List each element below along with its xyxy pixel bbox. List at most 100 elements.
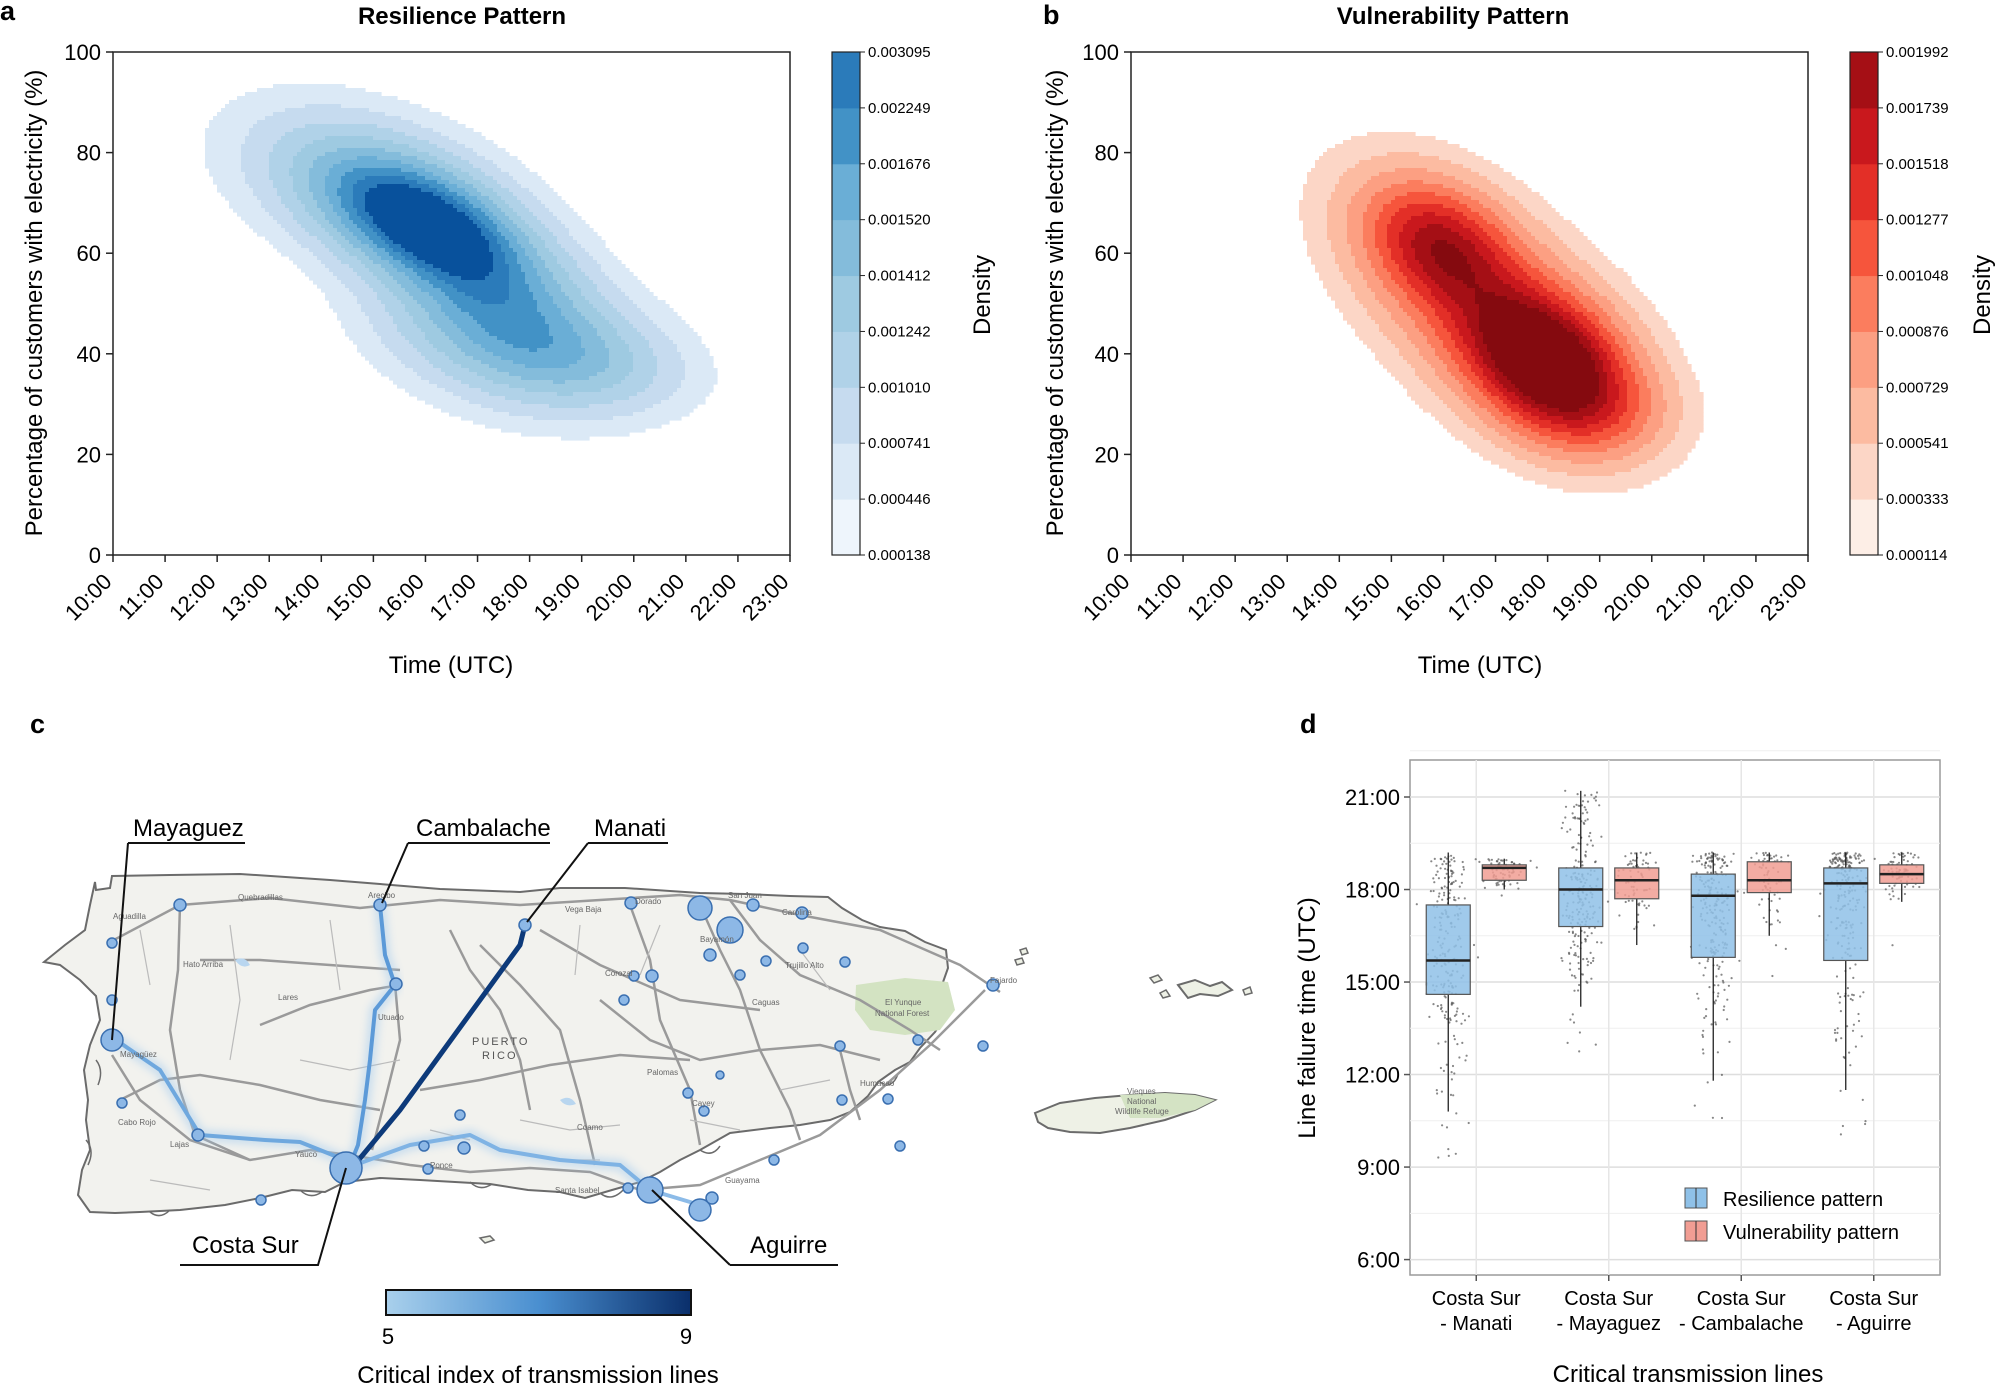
density-cell — [645, 336, 670, 341]
density-cell — [481, 300, 506, 305]
colorbar-tick-label: 0.001412 — [868, 268, 931, 285]
density-cell — [529, 256, 542, 261]
density-cell — [365, 208, 458, 213]
density-cell — [437, 300, 454, 305]
density-cell — [1403, 384, 1428, 389]
density-cell — [1579, 320, 1592, 325]
jitter-point — [1722, 981, 1725, 984]
density-cell — [1623, 352, 1636, 357]
density-cell — [205, 140, 246, 145]
density-cell — [1339, 264, 1356, 269]
density-cell — [1363, 224, 1376, 229]
density-cell — [1591, 356, 1600, 361]
density-cell — [1355, 256, 1368, 261]
density-cell — [397, 324, 418, 329]
density-cell — [245, 220, 278, 225]
density-cell — [541, 200, 566, 205]
density-cell — [1479, 304, 1528, 309]
jitter-point — [1589, 831, 1592, 835]
density-cell — [1467, 376, 1480, 381]
density-cell — [341, 320, 370, 325]
density-cell — [1603, 368, 1612, 373]
density-cell — [1583, 416, 1608, 421]
jitter-point — [1770, 899, 1773, 903]
density-cell — [417, 348, 438, 353]
density-cell — [633, 412, 690, 417]
density-cell — [1511, 256, 1524, 261]
density-cell — [329, 300, 358, 305]
density-cell — [1607, 384, 1620, 389]
density-cell — [1423, 280, 1436, 285]
density-cell — [601, 336, 622, 341]
jitter-point — [1460, 873, 1463, 876]
density-cell — [1363, 216, 1380, 221]
density-cell — [1575, 296, 1592, 301]
density-cell — [1563, 324, 1576, 329]
density-cell — [517, 180, 546, 185]
density-cell — [325, 152, 402, 157]
density-cell — [309, 172, 330, 177]
density-cell — [373, 272, 390, 277]
density-cell — [1567, 328, 1580, 333]
density-cell — [1539, 408, 1560, 413]
density-cell — [585, 348, 610, 353]
density-cell — [577, 260, 598, 265]
density-cell — [297, 220, 318, 225]
density-cell — [1579, 288, 1596, 293]
density-cell — [1439, 396, 1460, 401]
density-cell — [1627, 384, 1640, 389]
jitter-point — [1529, 859, 1532, 863]
density-cell — [1387, 244, 1400, 249]
density-cell — [405, 256, 418, 261]
density-cell — [1611, 424, 1632, 429]
density-cell — [621, 380, 654, 385]
jitter-point — [1586, 811, 1589, 814]
jitter-point — [1835, 853, 1838, 856]
density-cell — [625, 340, 650, 345]
density-cell — [493, 408, 646, 413]
jitter-point — [1884, 888, 1887, 891]
colorbar-segment — [832, 387, 860, 444]
density-cell — [1639, 316, 1664, 321]
density-cell — [1363, 184, 1392, 189]
density-cell — [1535, 252, 1556, 257]
density-cell — [1355, 164, 1464, 169]
density-cell — [1651, 388, 1664, 393]
density-cell — [1663, 384, 1680, 389]
density-cell — [529, 240, 546, 245]
density-cell — [273, 244, 302, 249]
density-cell — [413, 268, 426, 273]
density-cell — [1647, 420, 1664, 425]
jitter-point — [1443, 894, 1446, 897]
jitter-point — [1572, 1021, 1576, 1024]
density-cell — [1383, 284, 1400, 289]
density-cell — [1527, 228, 1552, 233]
jitter-point — [1912, 856, 1915, 859]
colorbar-segment — [1850, 275, 1878, 332]
density-cell — [205, 144, 242, 149]
jitter-point — [1851, 1029, 1855, 1032]
jitter-point — [1461, 860, 1464, 864]
density-cell — [1375, 268, 1388, 273]
density-cell — [493, 176, 514, 181]
jitter-point — [1773, 855, 1776, 858]
density-cell — [325, 296, 358, 301]
density-cell — [1539, 432, 1572, 437]
density-cell — [1407, 296, 1424, 301]
density-cell — [489, 392, 558, 397]
density-cell — [485, 224, 498, 229]
density-cell — [209, 120, 258, 125]
density-cell — [417, 324, 438, 329]
density-cell — [1459, 328, 1472, 333]
jitter-point — [1730, 977, 1733, 980]
jitter-point — [1495, 882, 1498, 885]
jitter-point — [1771, 974, 1774, 978]
density-cell — [217, 112, 274, 117]
density-cell — [369, 212, 466, 217]
density-cell — [1375, 224, 1388, 229]
jitter-point — [1573, 943, 1576, 947]
density-cell — [485, 328, 550, 333]
jitter-point — [1704, 1015, 1708, 1018]
jitter-point — [1913, 853, 1916, 857]
density-cell — [449, 356, 474, 361]
